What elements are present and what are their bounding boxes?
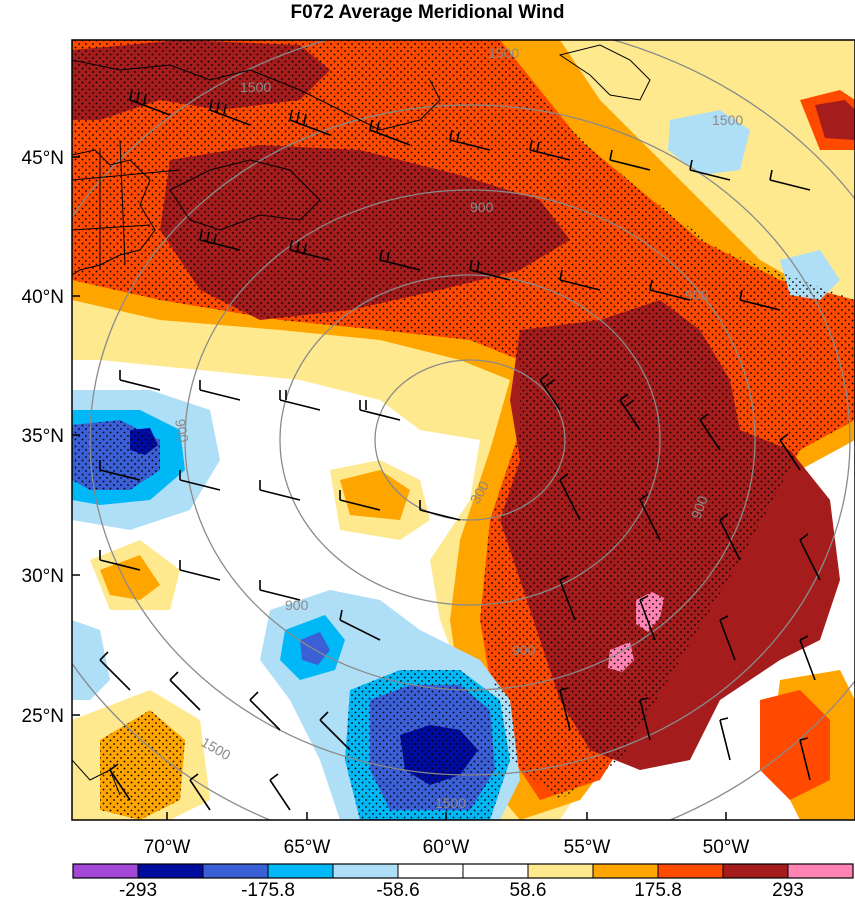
svg-text:900: 900 (470, 199, 494, 215)
lon-label-50w: 50°W (703, 837, 750, 858)
svg-text:1500: 1500 (712, 112, 743, 128)
colorbar-swatch (138, 864, 204, 878)
lat-label-40n: 40°N (22, 287, 64, 308)
positive-wind-red-orange-east (760, 690, 830, 800)
svg-text:1500: 1500 (240, 79, 271, 95)
lon-label-65w: 65°W (284, 837, 331, 858)
height-contours (72, 40, 855, 820)
positive-wind-orange-west (100, 555, 160, 600)
colorbar-swatch (658, 864, 724, 878)
colorbar-swatch (463, 864, 529, 878)
colorbar-swatch (333, 864, 399, 878)
lat-label-45n: 45°N (22, 148, 64, 169)
stipple-north (72, 40, 855, 800)
colorbar-frame (72, 863, 854, 879)
svg-text:900: 900 (688, 493, 711, 521)
negative-wind-blue-south (300, 632, 330, 665)
lat-label-35n: 35°N (22, 426, 64, 447)
colorbar-swatch (73, 864, 139, 878)
negative-wind-light-sw (72, 620, 110, 700)
lat-label-30n: 30°N (22, 566, 64, 587)
colorbar-label-2: -175.8 (241, 880, 295, 900)
colorbar-label-1: -293 (119, 880, 157, 900)
colorbar-swatch (788, 864, 854, 878)
negative-wind-light-ne (668, 110, 750, 175)
colorbar-label-5: 175.8 (634, 880, 682, 900)
coastlines (72, 44, 651, 796)
colorbar-label-6: 293 (772, 880, 804, 900)
colorbar-swatch (528, 864, 594, 878)
svg-text:900: 900 (172, 418, 192, 444)
lon-label-70w: 70°W (144, 837, 191, 858)
lon-label-60w: 60°W (423, 837, 470, 858)
colorbar-swatch (723, 864, 789, 878)
lat-label-25n: 25°N (22, 706, 64, 727)
svg-text:900: 900 (512, 642, 536, 658)
positive-wind-dark-red-ne (815, 100, 855, 140)
latitude-axis (72, 156, 80, 716)
colorbar-swatch (593, 864, 659, 878)
map-field: 1500 1500 900 900 900 900 900 900 300 15… (72, 40, 855, 820)
stipple-south (345, 670, 510, 820)
svg-text:900: 900 (685, 287, 709, 303)
colorbar-swatch (268, 864, 334, 878)
svg-text:900: 900 (285, 597, 309, 613)
colorbar (72, 863, 854, 879)
wind-barbs (99, 89, 821, 811)
stipple-west (72, 420, 160, 490)
colorbar-label-3: -58.6 (376, 880, 419, 900)
colorbar-swatch (398, 864, 464, 878)
map-frame (71, 39, 855, 821)
longitude-axis (166, 812, 727, 820)
stipple-sw (100, 710, 185, 820)
svg-text:1500: 1500 (435, 795, 466, 811)
colorbar-swatch (203, 864, 269, 878)
svg-text:1500: 1500 (488, 45, 519, 61)
map-title: F072 Average Meridional Wind (290, 2, 565, 23)
lon-label-55w: 55°W (564, 837, 611, 858)
colorbar-label-4: 58.6 (510, 880, 547, 900)
positive-wind-orange-south (340, 470, 410, 520)
